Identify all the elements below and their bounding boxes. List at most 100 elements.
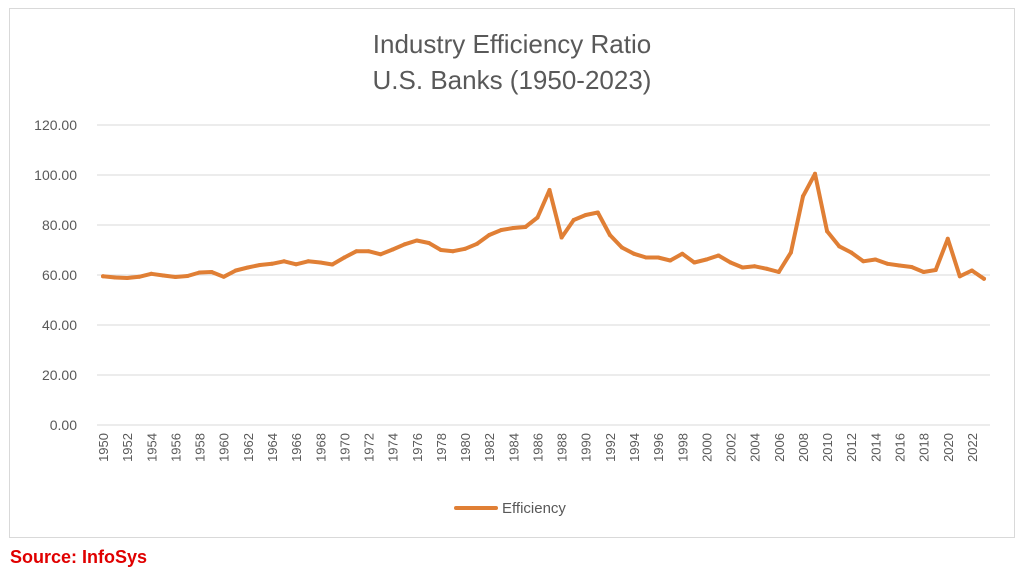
data-point	[318, 260, 323, 265]
data-point	[897, 263, 902, 268]
x-tick-label: 2020	[941, 433, 956, 462]
data-point	[535, 215, 540, 220]
data-point	[764, 266, 769, 271]
data-point	[583, 213, 588, 217]
x-tick-label: 1984	[506, 433, 521, 462]
data-point	[837, 244, 842, 249]
data-point	[245, 265, 250, 270]
data-point	[523, 225, 528, 229]
x-tick-label: 2000	[699, 433, 714, 462]
data-point	[752, 264, 757, 269]
x-tick-label: 2002	[724, 433, 739, 462]
x-tick-label: 2012	[844, 433, 859, 462]
data-point	[209, 270, 214, 274]
data-point	[101, 274, 106, 279]
data-point	[366, 249, 371, 254]
data-point	[463, 246, 468, 251]
data-point	[185, 274, 190, 278]
data-point	[450, 249, 455, 254]
x-tick-label: 2018	[917, 433, 932, 462]
data-point	[813, 171, 818, 176]
chart-title: Industry Efficiency Ratio	[372, 29, 652, 59]
data-point	[282, 259, 287, 264]
data-point	[173, 275, 178, 279]
data-point	[704, 257, 709, 262]
x-tick-label: 1980	[458, 433, 473, 462]
x-tick-label: 2004	[748, 433, 763, 462]
x-tick-label: 1966	[289, 433, 304, 462]
x-tick-label: 1986	[530, 433, 545, 462]
chart-frame	[9, 8, 1015, 538]
chart-subtitle: U.S. Banks (1950-2023)	[372, 65, 652, 95]
data-point	[969, 268, 974, 273]
x-tick-label: 1992	[603, 433, 618, 462]
data-point	[390, 247, 395, 252]
data-point	[740, 265, 745, 270]
data-point	[257, 263, 262, 267]
data-point	[269, 261, 274, 266]
data-point	[354, 249, 359, 254]
x-tick-label: 1962	[241, 433, 256, 462]
data-point	[125, 276, 130, 280]
x-tick-label: 1960	[217, 433, 232, 462]
data-point	[402, 242, 407, 247]
data-point	[788, 250, 793, 255]
x-tick-label: 1954	[144, 433, 159, 462]
data-point	[825, 229, 830, 234]
data-point	[547, 188, 552, 192]
series-line-efficiency	[101, 171, 986, 281]
data-point	[933, 268, 938, 272]
data-point	[342, 255, 347, 260]
data-point	[981, 276, 986, 281]
x-tick-label: 1978	[434, 433, 449, 462]
data-point	[426, 241, 431, 245]
data-point	[957, 274, 962, 279]
x-tick-label: 1976	[410, 433, 425, 462]
x-tick-label: 1970	[337, 433, 352, 462]
x-axis-tick-labels: 1950 1952 1954 1956 1958 1960 1962 1964 1966 1968…	[96, 433, 980, 462]
data-point	[692, 260, 697, 265]
data-point	[233, 268, 238, 273]
gridlines	[97, 124, 990, 426]
x-tick-label: 1982	[482, 433, 497, 462]
data-point	[945, 236, 950, 241]
data-point	[716, 253, 721, 258]
x-tick-label: 2014	[868, 433, 883, 462]
data-point	[197, 270, 202, 275]
y-tick-label: 0.00	[50, 417, 77, 433]
data-point	[113, 275, 118, 280]
x-tick-label: 1988	[555, 433, 570, 462]
data-point	[221, 274, 226, 279]
y-tick-label: 40.00	[42, 317, 77, 333]
data-point	[861, 259, 866, 264]
data-point	[511, 226, 516, 230]
x-tick-label: 1996	[651, 433, 666, 462]
data-point	[414, 238, 419, 243]
x-tick-label: 1952	[120, 433, 135, 462]
data-point	[378, 252, 383, 257]
x-tick-label: 2016	[892, 433, 907, 462]
y-axis-tick-labels: 0.00 20.00 40.00 60.00 80.00 100.00 120.00	[34, 117, 77, 433]
x-tick-label: 1998	[675, 433, 690, 462]
data-point	[294, 262, 299, 267]
data-point	[487, 233, 492, 237]
data-point	[632, 251, 637, 256]
y-tick-label: 80.00	[42, 217, 77, 233]
x-tick-label: 1956	[168, 433, 183, 462]
x-tick-label: 2022	[965, 433, 980, 462]
data-point	[149, 271, 154, 276]
data-point	[330, 262, 335, 267]
y-tick-label: 20.00	[42, 367, 77, 383]
x-tick-label: 1972	[362, 433, 377, 462]
y-tick-label: 100.00	[34, 167, 77, 183]
legend-label: Efficiency	[502, 500, 566, 517]
data-point	[849, 250, 854, 255]
legend: Efficiency	[454, 500, 566, 517]
data-point	[438, 248, 443, 252]
data-point	[656, 255, 661, 260]
data-point	[475, 241, 480, 246]
x-tick-label: 2010	[820, 433, 835, 462]
data-point	[668, 258, 673, 263]
x-tick-label: 1958	[193, 433, 208, 462]
